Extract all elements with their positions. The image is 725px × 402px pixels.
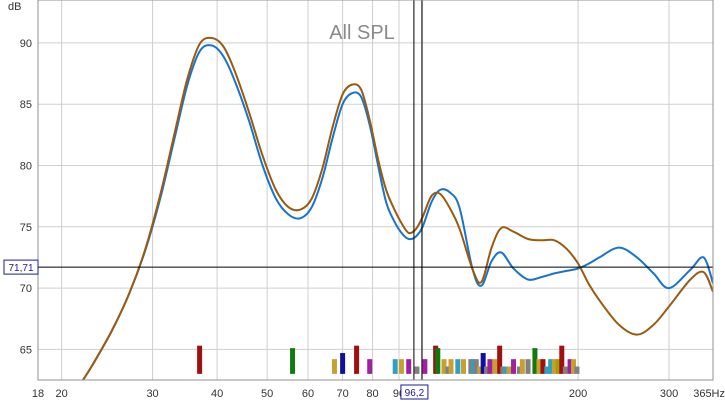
y-tick-label: 80 — [20, 160, 32, 172]
marker-bar — [480, 353, 486, 374]
y-tick-label: 85 — [20, 99, 32, 111]
marker-bar — [532, 348, 538, 374]
marker-bar — [559, 345, 565, 374]
marker-bar — [519, 359, 525, 374]
chart-title: All SPL — [329, 22, 395, 44]
marker-bar — [448, 359, 454, 374]
series-lines — [82, 36, 713, 380]
marker-bar — [422, 359, 428, 374]
x-tick-label: 70 — [336, 388, 348, 400]
marker-bar — [468, 359, 474, 374]
marker-bar — [525, 359, 531, 374]
x-tick-label: 300 — [660, 388, 678, 400]
axis-ticks: 18 20 30 40 50 60 70 80 90 200 300 365Hz 65 70 75 80 85 9… — [20, 38, 725, 400]
x-tick-label: 40 — [211, 388, 223, 400]
marker-bar — [497, 345, 503, 374]
marker-bar — [471, 359, 477, 374]
marker-bar — [461, 359, 467, 374]
marker-bar — [562, 366, 568, 374]
series-line — [82, 44, 713, 380]
marker-bar — [544, 366, 550, 374]
marker-bar — [492, 359, 498, 374]
marker-bar — [555, 359, 561, 374]
marker-bar — [536, 359, 542, 374]
y-tick-label: 75 — [20, 222, 32, 234]
marker-bar — [354, 345, 360, 374]
marker-bar — [516, 366, 522, 374]
marker-bar — [435, 348, 441, 374]
marker-bar — [367, 359, 373, 374]
y-axis-label: dB — [8, 1, 21, 13]
marker-bar — [290, 348, 296, 374]
marker-bar — [487, 359, 493, 374]
marker-bar — [455, 359, 461, 374]
marker-bar — [551, 359, 557, 374]
marker-bar — [484, 366, 490, 374]
marker-bar — [414, 366, 420, 374]
y-tick-label: 70 — [20, 283, 32, 295]
marker-bar — [506, 366, 512, 374]
x-tick-label: 50 — [261, 388, 273, 400]
x-tick-label: 30 — [146, 388, 158, 400]
marker-bar — [406, 359, 412, 374]
series-line — [82, 36, 713, 380]
mode-markers — [197, 345, 580, 374]
marker-bar — [392, 359, 398, 374]
marker-bar — [511, 359, 517, 374]
y-readout: 71,71 — [8, 263, 33, 274]
y-readout-box — [3, 259, 39, 275]
marker-bar — [567, 359, 573, 374]
y-tick-label: 65 — [20, 344, 32, 356]
marker-bar — [340, 353, 346, 374]
x-tick-label: 18 — [32, 388, 44, 400]
y-tick-label: 90 — [20, 38, 32, 50]
marker-bar — [574, 366, 580, 374]
marker-bar — [548, 359, 554, 374]
x-readout: 96,2 — [405, 388, 425, 399]
marker-bar — [445, 366, 451, 374]
marker-bar — [398, 359, 404, 374]
marker-bar — [540, 359, 546, 374]
marker-bar — [500, 366, 506, 374]
cursor-readouts: 71,71 96,2 — [3, 259, 429, 400]
measurement-cursor[interactable] — [38, 0, 713, 380]
x-tick-label: 200 — [569, 388, 587, 400]
marker-bar — [503, 366, 509, 374]
marker-bar — [197, 345, 203, 374]
marker-bar — [571, 359, 577, 374]
x-tick-label: 20 — [56, 388, 68, 400]
marker-bar — [331, 359, 337, 374]
x-tick-label: 60 — [302, 388, 314, 400]
x-readout-box — [400, 384, 429, 400]
marker-bar — [441, 359, 447, 374]
marker-bar — [473, 359, 479, 374]
x-tick-label: 80 — [366, 388, 378, 400]
x-tick-label: 365Hz — [693, 388, 725, 400]
plot-border — [37, 0, 714, 381]
marker-bar — [477, 366, 483, 374]
plot-background — [38, 0, 713, 380]
grid-lines — [38, 0, 713, 380]
